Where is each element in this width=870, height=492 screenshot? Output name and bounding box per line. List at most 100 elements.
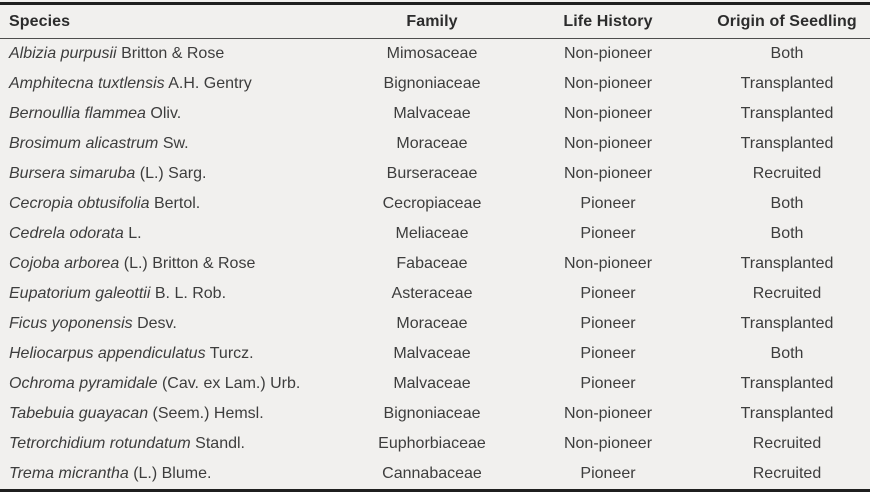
species-cell: Bursera simaruba (L.) Sarg. [0,159,352,189]
header-row: Species Family Life History Origin of Se… [0,3,870,39]
life-history-cell: Non-pioneer [563,165,653,182]
species-authority: Turcz. [209,345,254,362]
species-cell: Cojoba arborea (L.) Britton & Rose [0,249,352,279]
species-authority: Standl. [195,435,245,452]
life-history-cell: Non-pioneer [563,75,653,92]
life-history-cell: Non-pioneer [563,135,653,152]
species-authority: Desv. [137,315,177,332]
species-latin-name: Eupatorium galeottii [9,285,151,302]
life-history-cell: Pioneer [580,225,636,242]
life-history-cell: Pioneer [580,285,636,302]
species-latin-name: Brosimum alicastrum [9,135,159,152]
origin-cell: Recruited [752,465,822,482]
species-cell: Amphitecna tuxtlensis A.H. Gentry [0,69,352,99]
origin-cell: Transplanted [740,375,834,392]
family-cell: Euphorbiaceae [378,435,486,452]
table-row: Bernoullia flammea Oliv. Malvaceae Non-p… [0,99,870,129]
species-latin-name: Ficus yoponensis [9,315,133,332]
species-cell: Cedrela odorata L. [0,219,352,249]
column-header-origin-of-seedling: Origin of Seedling [704,3,870,39]
species-latin-name: Ochroma pyramidale [9,375,158,392]
table-row: Cojoba arborea (L.) Britton & Rose Fabac… [0,249,870,279]
life-history-cell: Non-pioneer [563,45,653,62]
life-history-cell: Pioneer [580,465,636,482]
family-cell: Burseraceae [386,165,478,182]
origin-cell: Both [770,45,804,62]
life-history-cell: Non-pioneer [563,105,653,122]
species-latin-name: Albizia purpusii [9,45,117,62]
family-cell: Moraceae [396,135,468,152]
origin-cell: Both [770,195,804,212]
life-history-cell: Non-pioneer [563,435,653,452]
origin-cell: Recruited [752,435,822,452]
origin-cell: Recruited [752,285,822,302]
species-authority: A.H. Gentry [168,75,252,92]
column-header-life-history: Life History [512,3,704,39]
species-authority: (L.) Blume. [133,465,212,482]
species-cell: Trema micrantha (L.) Blume. [0,459,352,491]
origin-cell: Transplanted [740,75,834,92]
life-history-cell: Pioneer [580,375,636,392]
origin-cell: Transplanted [740,105,834,122]
table-row: Ochroma pyramidale (Cav. ex Lam.) Urb. M… [0,369,870,399]
table-row: Ficus yoponensis Desv. Moraceae Pioneer … [0,309,870,339]
table-row: Brosimum alicastrum Sw. Moraceae Non-pio… [0,129,870,159]
species-latin-name: Tetrorchidium rotundatum [9,435,191,452]
family-cell: Mimosaceae [386,45,478,62]
table-body: Albizia purpusii Britton & Rose Mimosace… [0,39,870,491]
origin-cell: Both [770,345,804,362]
life-history-cell: Pioneer [580,315,636,332]
species-latin-name: Heliocarpus appendiculatus [9,345,206,362]
species-cell: Tabebuia guayacan (Seem.) Hemsl. [0,399,352,429]
species-latin-name: Amphitecna tuxtlensis [9,75,165,92]
table-row: Tabebuia guayacan (Seem.) Hemsl. Bignoni… [0,399,870,429]
species-latin-name: Bernoullia flammea [9,105,146,122]
origin-cell: Transplanted [740,135,834,152]
table-row: Cedrela odorata L. Meliaceae Pioneer Bot… [0,219,870,249]
species-latin-name: Cedrela odorata [9,225,124,242]
table-row: Cecropia obtusifolia Bertol. Cecropiacea… [0,189,870,219]
species-cell: Ochroma pyramidale (Cav. ex Lam.) Urb. [0,369,352,399]
species-authority: Britton & Rose [121,45,225,62]
life-history-cell: Pioneer [580,195,636,212]
column-header-species: Species [0,3,352,39]
table-row: Trema micrantha (L.) Blume. Cannabaceae … [0,459,870,491]
species-authority: Oliv. [150,105,182,122]
species-authority: (L.) Sarg. [139,165,207,182]
family-cell: Malvaceae [393,345,471,362]
life-history-cell: Non-pioneer [563,405,653,422]
family-cell: Fabaceae [396,255,468,272]
origin-cell: Transplanted [740,405,834,422]
table-row: Eupatorium galeottii B. L. Rob. Asterace… [0,279,870,309]
origin-cell: Recruited [752,165,822,182]
family-cell: Bignoniaceae [383,75,481,92]
life-history-cell: Pioneer [580,345,636,362]
family-cell: Asteraceae [391,285,473,302]
species-authority: (Cav. ex Lam.) Urb. [161,375,301,392]
species-cell: Albizia purpusii Britton & Rose [0,39,352,70]
species-authority: Sw. [162,135,189,152]
table-row: Heliocarpus appendiculatus Turcz. Malvac… [0,339,870,369]
species-cell: Heliocarpus appendiculatus Turcz. [0,339,352,369]
species-latin-name: Cojoba arborea [9,255,120,272]
species-authority: Bertol. [153,195,201,212]
family-cell: Malvaceae [393,105,471,122]
species-latin-name: Cecropia obtusifolia [9,195,150,212]
species-cell: Brosimum alicastrum Sw. [0,129,352,159]
life-history-cell: Non-pioneer [563,255,653,272]
family-cell: Moraceae [396,315,468,332]
origin-cell: Transplanted [740,255,834,272]
species-cell: Ficus yoponensis Desv. [0,309,352,339]
species-cell: Cecropia obtusifolia Bertol. [0,189,352,219]
species-latin-name: Tabebuia guayacan [9,405,149,422]
table-header: Species Family Life History Origin of Se… [0,3,870,39]
species-cell: Bernoullia flammea Oliv. [0,99,352,129]
species-latin-name: Bursera simaruba [9,165,136,182]
family-cell: Malvaceae [393,375,471,392]
species-cell: Tetrorchidium rotundatum Standl. [0,429,352,459]
family-cell: Bignoniaceae [383,405,481,422]
table-row: Albizia purpusii Britton & Rose Mimosace… [0,39,870,70]
species-authority: (L.) Britton & Rose [123,255,256,272]
